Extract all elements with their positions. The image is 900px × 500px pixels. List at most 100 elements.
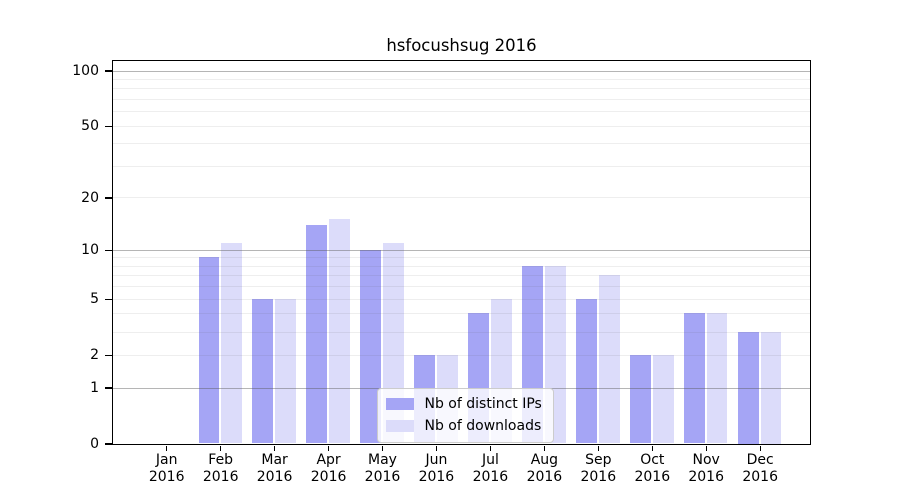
x-label-year: 2016	[256, 469, 293, 485]
major-gridline	[112, 70, 810, 72]
x-label-month: Nov	[692, 452, 720, 468]
bar-downloads	[275, 298, 296, 444]
y-tick-mark	[105, 249, 112, 251]
x-label-year: 2016	[472, 469, 509, 485]
y-tick-label: 50	[81, 118, 99, 135]
x-tick-mark	[705, 445, 707, 451]
x-label-month: Apr	[316, 452, 341, 468]
legend-label-distinct-ips: Nb of distinct IPs	[424, 396, 542, 412]
x-label-year: 2016	[580, 469, 617, 485]
minor-gridline	[112, 275, 810, 277]
x-tick-mark	[435, 445, 438, 451]
legend-swatch-downloads	[385, 420, 414, 432]
x-label-year: 2016	[148, 469, 185, 485]
x-tick-mark	[220, 445, 222, 451]
y-tick-mark	[105, 298, 112, 300]
x-tick-mark	[327, 445, 330, 451]
x-tick-label: Feb 2016	[191, 452, 251, 486]
x-tick-label: May 2016	[353, 452, 413, 486]
y-tick-mark	[105, 387, 112, 389]
bar-distinct-ips	[738, 331, 759, 444]
x-tick-mark	[166, 445, 168, 451]
x-tick-mark	[759, 445, 761, 451]
x-tick-label: Jan 2016	[137, 452, 197, 486]
y-tick-mark	[105, 443, 112, 445]
x-tick-mark	[489, 445, 492, 451]
minor-gridline	[112, 125, 810, 127]
legend-item-distinct-ips: Nb of distinct IPs	[385, 395, 542, 414]
minor-gridline	[112, 313, 810, 315]
bar-distinct-ips	[198, 257, 219, 444]
bar-distinct-ips	[630, 354, 651, 444]
x-label-month: Sep	[585, 452, 612, 468]
x-tick-label: Nov 2016	[676, 452, 736, 486]
bar-downloads	[653, 354, 674, 444]
chart-title: hsfocushsug 2016	[386, 36, 537, 55]
bar-downloads	[221, 242, 242, 444]
minor-gridline	[112, 286, 810, 288]
legend-item-downloads: Nb of downloads	[385, 417, 542, 436]
bar-distinct-ips	[576, 298, 597, 444]
x-label-month: Jan	[155, 452, 178, 468]
minor-gridline	[112, 88, 810, 90]
minor-gridline	[112, 257, 810, 259]
bar-distinct-ips	[360, 249, 381, 444]
y-tick-label: 100	[72, 63, 99, 79]
x-label-year: 2016	[310, 469, 347, 485]
bar-distinct-ips	[252, 298, 273, 444]
bar-downloads	[329, 219, 350, 444]
x-label-month: Jun	[425, 452, 448, 468]
y-tick-mark	[105, 70, 112, 72]
x-label-year: 2016	[688, 469, 724, 485]
x-tick-mark	[273, 445, 276, 451]
x-label-year: 2016	[364, 469, 401, 485]
bar-downloads	[706, 313, 728, 444]
y-tick-mark	[105, 125, 112, 127]
minor-gridline	[112, 354, 810, 356]
bar-downloads	[599, 275, 620, 444]
x-label-month: Jul	[481, 452, 499, 468]
minor-gridline	[112, 265, 810, 267]
legend-label-downloads: Nb of downloads	[424, 418, 542, 434]
x-tick-mark	[651, 445, 653, 451]
y-tick-label: 20	[81, 189, 99, 206]
minor-gridline	[112, 331, 810, 333]
minor-gridline	[112, 197, 810, 199]
bar-distinct-ips	[306, 224, 327, 444]
minor-gridline	[112, 143, 810, 145]
x-tick-label: Apr 2016	[299, 452, 359, 486]
x-label-month: Feb	[208, 452, 234, 468]
x-label-year: 2016	[742, 469, 778, 485]
y-tick-label: 5	[90, 291, 99, 308]
minor-gridline	[112, 111, 810, 113]
x-label-year: 2016	[202, 469, 239, 485]
x-tick-mark	[381, 445, 384, 451]
x-label-month: May	[368, 452, 397, 468]
y-tick-mark	[105, 197, 112, 199]
x-label-year: 2016	[526, 469, 563, 485]
x-tick-label: Aug 2016	[514, 452, 574, 486]
x-label-year: 2016	[418, 469, 455, 485]
bar-distinct-ips	[684, 313, 705, 444]
bar-downloads	[760, 331, 782, 444]
x-label-month: Mar	[261, 452, 288, 468]
x-label-year: 2016	[634, 469, 671, 485]
y-tick-mark	[105, 354, 112, 356]
x-tick-label: Mar 2016	[245, 452, 305, 486]
x-label-month: Dec	[746, 452, 774, 468]
x-label-month: Aug	[530, 452, 559, 468]
major-gridline	[112, 249, 810, 251]
x-tick-label: Oct 2016	[622, 452, 682, 486]
minor-gridline	[112, 78, 810, 80]
minor-gridline	[112, 166, 810, 167]
y-tick-label: 10	[81, 242, 99, 259]
x-tick-label: Jun 2016	[406, 452, 466, 486]
legend-swatch-distinct-ips	[385, 398, 414, 410]
y-tick-label: 2	[90, 347, 99, 364]
x-label-month: Oct	[640, 452, 665, 468]
x-tick-label: Jul 2016	[460, 452, 520, 486]
x-tick-label: Dec 2016	[730, 452, 790, 486]
minor-gridline	[112, 298, 810, 300]
x-tick-mark	[597, 445, 599, 451]
